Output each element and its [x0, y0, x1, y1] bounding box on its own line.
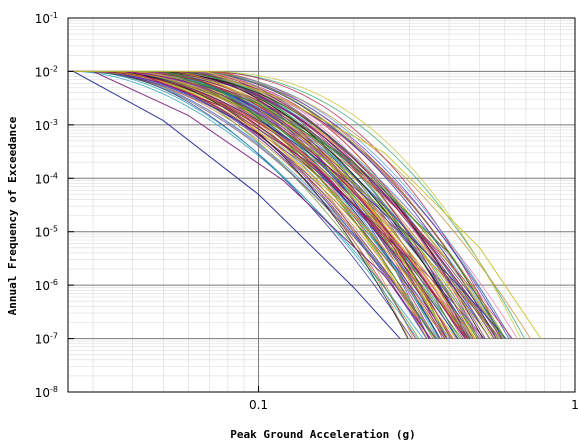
hazard-curve [68, 71, 418, 339]
y-axis-title: Annual Frequency of Exceedance [6, 116, 19, 315]
y-tick-label: 10-2 [35, 64, 58, 79]
hazard-curve [68, 71, 503, 339]
hazard-curve [68, 71, 451, 339]
y-tick-label: 10-8 [35, 385, 58, 400]
hazard-curve [68, 71, 476, 339]
hazard-curve [68, 71, 525, 339]
hazard-curve [68, 71, 445, 339]
hazard-curves [68, 70, 542, 339]
hazard-curve [68, 71, 507, 339]
y-axis-ticks: 10-1 10-2 10-3 10-4 10-5 10-6 10-7 10-8 [35, 11, 74, 400]
hazard-curve [68, 71, 506, 339]
hazard-curve [68, 71, 434, 339]
hazard-curve [68, 71, 522, 339]
y-tick-label: 10-6 [35, 278, 58, 293]
hazard-curve [68, 71, 511, 339]
hazard-curve [68, 71, 518, 339]
hazard-curve [68, 71, 448, 339]
hazard-curve [68, 71, 424, 339]
hazard-curve [68, 71, 497, 339]
hazard-curve [68, 71, 464, 339]
hazard-curve [68, 71, 448, 339]
hazard-curve [68, 71, 428, 339]
plot-frame [67, 17, 576, 393]
hazard-curve [68, 71, 457, 339]
y-tick-label: 10-3 [35, 118, 58, 133]
hazard-curve [68, 71, 436, 339]
y-tick-label: 10-5 [35, 225, 58, 240]
hazard-curve [68, 71, 448, 339]
x-tick-label: 1 [571, 398, 578, 412]
hazard-curve [68, 71, 454, 339]
y-tick-label: 10-7 [35, 332, 58, 347]
x-axis-ticks: 0.1 1 [249, 386, 578, 412]
hazard-curve [68, 71, 482, 339]
hazard-curve [68, 71, 486, 339]
hazard-curve [68, 71, 447, 339]
hazard-curve-series [68, 70, 542, 339]
y-tick-label: 10-1 [35, 11, 58, 26]
hazard-curve [68, 71, 447, 339]
x-tick-label: 0.1 [249, 398, 268, 412]
hazard-curve [68, 71, 471, 339]
hazard-curve [68, 71, 499, 339]
y-tick-label: 10-4 [35, 171, 58, 186]
x-axis-title: Peak Ground Acceleration (g) [230, 428, 415, 441]
hazard-curve [68, 71, 468, 339]
hazard-curve [68, 71, 503, 339]
